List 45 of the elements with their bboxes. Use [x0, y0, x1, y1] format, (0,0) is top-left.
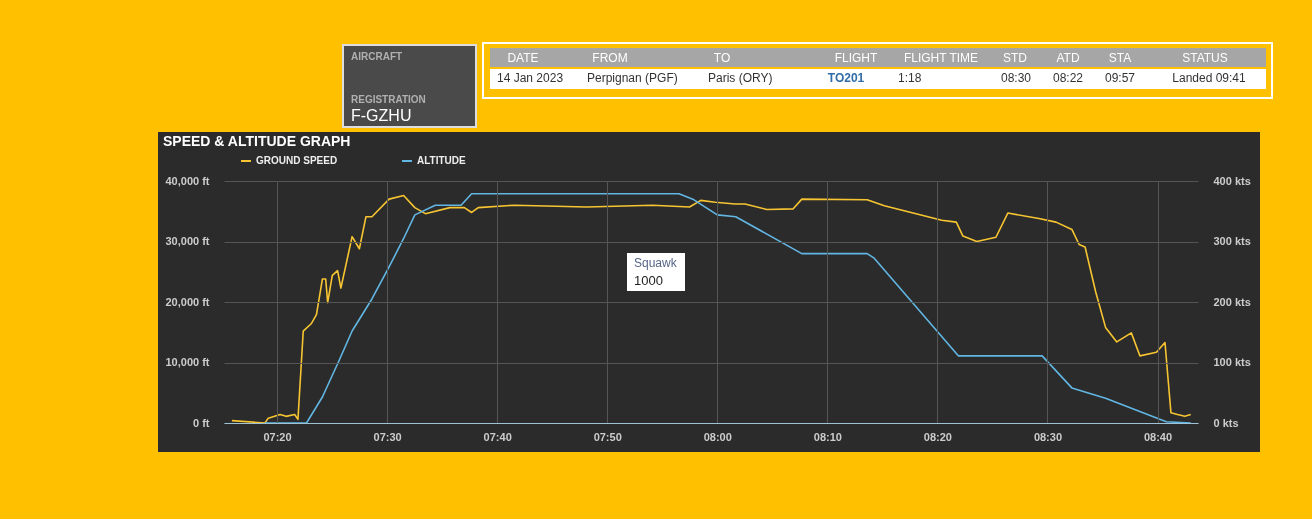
y2-tick-label: 200 kts: [1213, 295, 1251, 308]
x-tick-label: 08:30: [1033, 430, 1063, 443]
y-tick-label: 20,000 ft: [165, 295, 210, 308]
text: 14 Jan 2023: [497, 71, 564, 85]
text: 08:30: [1000, 71, 1032, 85]
text: REGISTRATION: [351, 94, 426, 105]
text: TO201: [827, 71, 865, 85]
text: Paris (ORY): [708, 71, 773, 85]
y-tick-label: 10,000 ft: [165, 356, 210, 368]
y2-tick-label: 0 kts: [1213, 416, 1239, 429]
text: DATE: [507, 51, 539, 65]
legend-label: ALTITUDE: [417, 155, 467, 166]
annotation: Squawk: [634, 256, 678, 270]
text: Perpignan (PGF): [587, 71, 678, 85]
y2-tick-label: 100 kts: [1213, 356, 1251, 368]
text: FLIGHT: [834, 51, 878, 65]
text: 08:22: [1052, 71, 1084, 85]
legend-label: GROUND SPEED: [256, 155, 338, 166]
y2-tick-label: 400 kts: [1213, 174, 1251, 187]
x-tick-label: 08:00: [703, 430, 732, 443]
chart-title: SPEED & ALTITUDE GRAPH: [163, 133, 351, 149]
x-tick-label: 07:30: [373, 430, 402, 443]
y-tick-label: 0 ft: [193, 416, 210, 429]
text: STA: [1108, 51, 1132, 65]
text: FLIGHT TIME: [903, 51, 979, 65]
y-tick-label: 30,000 ft: [165, 235, 210, 247]
x-tick-label: 07:20: [263, 430, 292, 443]
x-tick-label: 08:10: [813, 430, 842, 443]
x-tick-label: 07:50: [593, 430, 622, 443]
text: ATD: [1056, 51, 1080, 65]
x-tick-label: 07:40: [483, 430, 512, 443]
text: STD: [1003, 51, 1028, 65]
text: F-GZHU: [351, 107, 412, 124]
x-tick-label: 08:40: [1143, 430, 1173, 443]
text: 09:57: [1104, 71, 1136, 85]
x-tick-label: 08:20: [923, 430, 952, 443]
text: STATUS: [1182, 51, 1228, 65]
y2-tick-label: 300 kts: [1213, 235, 1251, 247]
text: Landed 09:41: [1172, 71, 1247, 85]
text: AIRCRAFT: [351, 51, 403, 62]
text: TO: [713, 51, 731, 65]
text: 1:18: [898, 71, 922, 85]
y-tick-label: 40,000 ft: [165, 174, 210, 187]
annotation: 1000: [634, 273, 663, 288]
text: FROM: [592, 51, 628, 65]
